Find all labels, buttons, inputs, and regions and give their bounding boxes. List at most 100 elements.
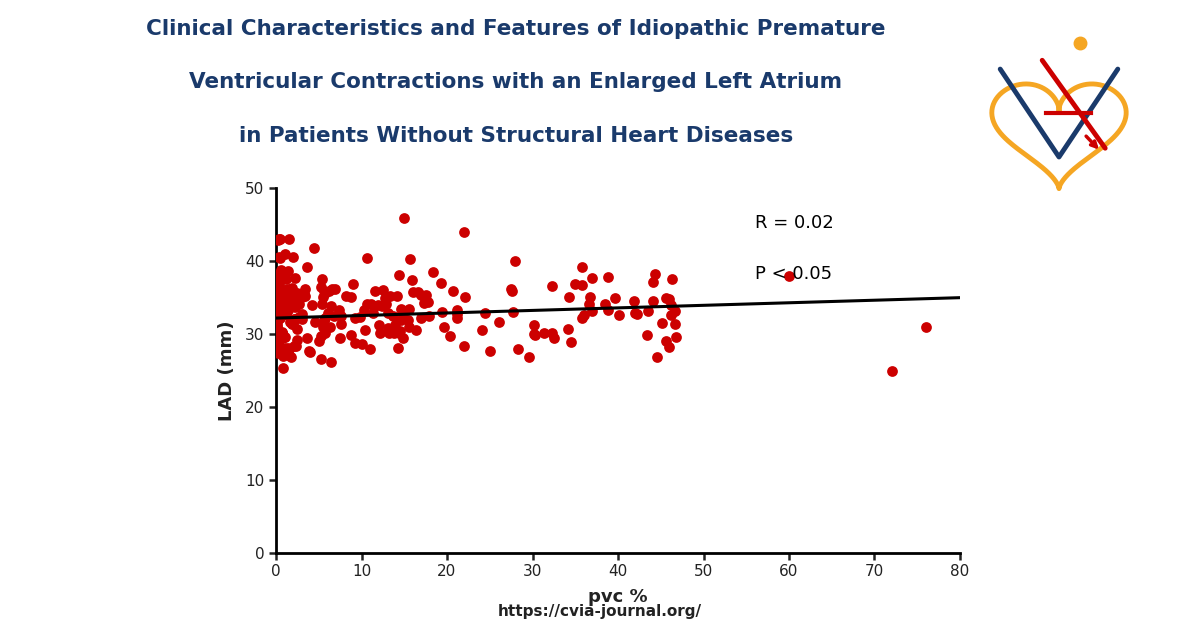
Point [312,274,331,284]
Point [289,312,308,322]
Point [286,273,305,283]
Point [395,212,414,222]
Point [316,328,335,338]
Point [268,331,287,341]
Point [269,298,288,308]
Point [295,284,314,295]
Point [299,345,318,355]
Point [407,325,426,335]
Text: https://cvia-journal.org/: https://cvia-journal.org/ [498,604,702,619]
Point [269,298,288,308]
Point [310,336,329,346]
Point [448,308,467,318]
Point [271,302,290,312]
Point [882,365,901,376]
Point [444,286,463,296]
Point [269,236,288,246]
Point [653,318,672,328]
Point [268,338,287,348]
Point [322,357,341,367]
Point [278,284,298,294]
Point [424,267,443,277]
Point [283,315,302,325]
Point [269,252,288,263]
Point [372,301,391,311]
Point [280,292,299,302]
Point [288,335,307,345]
Point [276,343,295,353]
Point [558,323,577,333]
Point [269,348,288,358]
Point [490,317,509,327]
Point [268,291,287,301]
Point [572,280,592,290]
Point [280,234,299,244]
Point [269,302,288,312]
Point [276,274,295,284]
Point [286,341,305,351]
Point [311,354,330,364]
Point [628,309,647,319]
Point [377,291,396,301]
Point [583,273,602,283]
Point [379,323,398,333]
Text: in Patients Without Structural Heart Diseases: in Patients Without Structural Heart Dis… [239,126,793,146]
Point [661,310,680,320]
Point [385,320,404,330]
Point [271,307,290,317]
Point [400,305,419,315]
Point [268,322,287,332]
Point [503,286,522,296]
Point [391,315,410,325]
Point [665,306,684,316]
Point [270,303,289,313]
Point [660,342,679,352]
Point [572,262,592,272]
Point [415,298,434,308]
Point [270,295,289,305]
Point [292,314,311,324]
Point [316,288,335,298]
Point [268,334,287,344]
Point [648,352,667,362]
Point [269,234,288,244]
Point [394,308,413,318]
Text: R = 0.02: R = 0.02 [755,214,834,232]
Point [288,295,307,305]
Point [268,292,287,302]
Point [358,253,377,263]
Point [355,325,374,335]
Point [269,331,288,341]
Point [408,286,427,296]
Point [293,292,312,302]
Point [275,332,294,342]
Point [526,330,545,340]
Point [271,300,290,310]
Point [268,283,287,293]
Point [360,344,379,354]
Point [325,284,344,295]
Point [595,299,614,309]
Point [322,301,341,311]
Point [625,308,644,318]
Point [380,291,400,301]
Point [432,278,451,288]
Point [270,300,289,310]
Point [518,352,538,362]
Point [319,286,338,296]
Point [272,327,292,337]
Point [313,292,332,302]
Point [455,291,474,301]
Point [271,308,290,318]
Point [300,347,319,357]
Point [562,337,581,347]
Point [448,305,467,315]
Point [268,335,287,345]
Point [269,269,288,279]
Point [268,282,287,292]
Point [274,305,293,315]
Point [580,299,599,309]
Point [361,299,380,309]
Point [656,336,676,346]
Point [302,300,322,310]
